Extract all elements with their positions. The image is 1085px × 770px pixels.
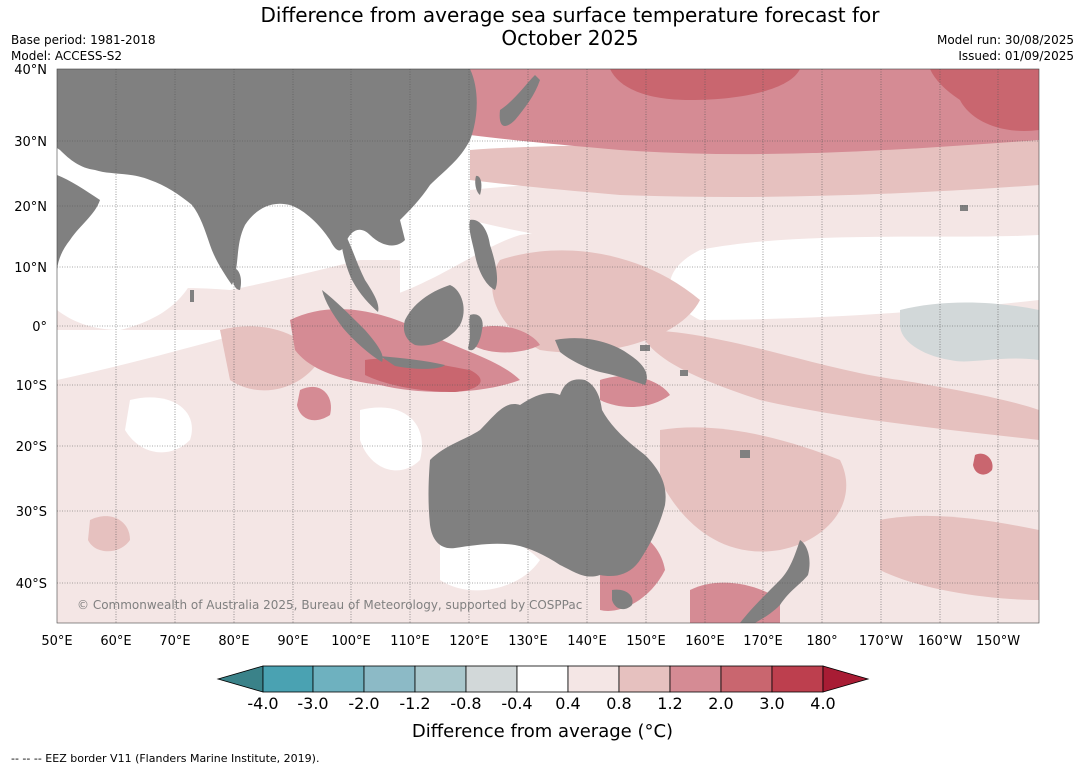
colorbar-segment [262, 665, 314, 693]
colorbar-tick-label: 2.0 [708, 694, 734, 713]
new-zealand [740, 540, 810, 623]
latitude-label: 20°S [16, 440, 47, 455]
map-area [57, 69, 1039, 623]
latitude-label: 10°N [14, 261, 47, 276]
colorbar-tick-label: 4.0 [810, 694, 836, 713]
issued-text: Issued: 01/09/2025 [958, 49, 1074, 63]
longitude-label: 170°E [743, 634, 783, 649]
longitude-label: 130°E [508, 634, 548, 649]
island-small [740, 450, 750, 458]
colorbar-tick-label: 0.4 [555, 694, 581, 713]
map-frame [56, 68, 1040, 624]
gridlines [57, 69, 1039, 623]
colorbar-tick-label: -0.4 [501, 694, 533, 713]
colorbar-segment [669, 665, 722, 693]
borneo [403, 285, 464, 346]
tasmania [612, 589, 633, 610]
longitude-label: 90°E [277, 634, 308, 649]
colorbar-segment [771, 665, 824, 693]
sri-lanka [232, 268, 242, 290]
longitude-label: 150°W [976, 634, 1020, 649]
longitude-label: 160°E [685, 634, 725, 649]
philippines [469, 219, 498, 290]
colorbar-tick-label: -4.0 [247, 694, 279, 713]
colorbar-segment [516, 665, 569, 693]
longitude-label: 160°W [918, 634, 962, 649]
colorbar-tick-label: -1.2 [399, 694, 431, 713]
colorbar-segment [618, 665, 671, 693]
arabia-landmass [57, 175, 100, 270]
longitude-label: 80°E [218, 634, 249, 649]
anomaly-cool-region [900, 302, 1039, 362]
title-line-1: Difference from average sea surface temp… [260, 3, 880, 27]
colorbar-segment [567, 665, 620, 693]
longitude-labels: 50°E 60°E 70°E 80°E 90°E 100°E 110°E 120°E 130°E… [41, 634, 1020, 649]
island-small [190, 290, 194, 302]
base-period-info: Base period: 1981-2018 Model: ACCESS-S2 [11, 32, 156, 64]
longitude-label: 170°W [859, 634, 903, 649]
longitude-label: 70°E [159, 634, 190, 649]
chart-title: Difference from average sea surface temp… [0, 4, 1085, 50]
colorbar [216, 665, 870, 693]
colorbar-tick-label: -2.0 [348, 694, 380, 713]
longitude-label: 110°E [390, 634, 430, 649]
latitude-label: 20°N [14, 200, 47, 215]
longitude-label: 120°E [449, 634, 489, 649]
colorbar-extend-high [822, 665, 870, 693]
island-small [680, 370, 688, 376]
colorbar-segment [312, 665, 365, 693]
colorbar-tick-label: 0.8 [606, 694, 632, 713]
anomaly-2-0-regions [365, 69, 1039, 475]
latitude-label: 40°N [14, 63, 47, 78]
sulawesi [468, 314, 483, 351]
colorbar-tick-label: -3.0 [297, 694, 329, 713]
island-small [960, 205, 968, 211]
island-small [640, 345, 650, 351]
base-period-text: Base period: 1981-2018 [11, 33, 156, 47]
longitude-label: 100°E [331, 634, 371, 649]
japan [499, 75, 540, 126]
latitude-label: 10°S [16, 379, 47, 394]
longitude-label: 50°E [41, 634, 72, 649]
issue-info: Model run: 30/08/2025 Issued: 01/09/2025 [937, 32, 1074, 64]
malay-peninsula [340, 225, 379, 312]
australia [428, 379, 666, 577]
new-guinea [555, 338, 647, 385]
colorbar-segment [414, 665, 467, 693]
latitude-labels: 40°N 30°N 20°N 10°N 0° 10°S 20°S 30°S 40°S [14, 63, 47, 592]
colorbar-extend-low [216, 665, 264, 693]
colorbar-tick-label: 3.0 [759, 694, 785, 713]
colorbar-segment [720, 665, 773, 693]
model-text: Model: ACCESS-S2 [11, 49, 123, 63]
colorbar-label: Difference from average (°C) [411, 721, 674, 742]
title-line-2: October 2025 [501, 26, 639, 50]
latitude-label: 40°S [16, 577, 47, 592]
asia-landmass [57, 69, 477, 285]
java [380, 356, 445, 369]
colorbar-segment [465, 665, 518, 693]
longitude-label: 180° [806, 634, 837, 649]
eez-footnote: -- -- -- EEZ border V11 (Flanders Marine… [11, 752, 320, 765]
longitude-label: 150°E [626, 634, 666, 649]
colorbar-segment [363, 665, 416, 693]
copyright-text: © Commonwealth of Australia 2025, Bureau… [77, 598, 582, 612]
model-run-text: Model run: 30/08/2025 [936, 33, 1074, 47]
colorbar-tick-label: -0.8 [450, 694, 482, 713]
taiwan [475, 175, 482, 195]
land-masses [57, 69, 968, 623]
longitude-label: 60°E [100, 634, 131, 649]
colorbar-tick-label: 1.2 [657, 694, 683, 713]
latitude-label: 0° [32, 320, 47, 335]
latitude-label: 30°S [16, 505, 47, 520]
longitude-label: 140°E [567, 634, 607, 649]
latitude-label: 30°N [14, 135, 47, 150]
